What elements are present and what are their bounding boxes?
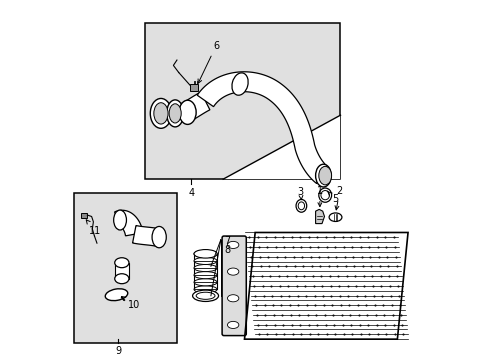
Ellipse shape (295, 199, 306, 212)
Ellipse shape (194, 257, 217, 265)
Bar (190, 84, 198, 91)
Text: 4: 4 (188, 188, 194, 198)
Ellipse shape (150, 98, 171, 128)
Bar (115, 263, 129, 279)
Text: 6: 6 (198, 41, 219, 83)
Polygon shape (132, 226, 161, 247)
Ellipse shape (227, 295, 238, 302)
Bar (194, 254, 217, 289)
Ellipse shape (227, 241, 238, 248)
Ellipse shape (315, 164, 330, 187)
Ellipse shape (105, 289, 127, 301)
Bar (74, 193, 177, 343)
Text: 2: 2 (334, 186, 342, 210)
Polygon shape (197, 72, 328, 184)
Ellipse shape (115, 274, 129, 284)
Ellipse shape (166, 100, 183, 127)
Ellipse shape (194, 250, 217, 257)
Ellipse shape (194, 286, 217, 293)
Polygon shape (179, 92, 209, 122)
Ellipse shape (179, 100, 196, 125)
Ellipse shape (192, 290, 218, 301)
Ellipse shape (194, 249, 217, 258)
Bar (81, 212, 87, 217)
Text: 8: 8 (224, 245, 230, 255)
Ellipse shape (154, 103, 168, 124)
Text: 7: 7 (224, 237, 230, 246)
Ellipse shape (227, 268, 238, 275)
FancyBboxPatch shape (222, 236, 246, 336)
Ellipse shape (113, 210, 126, 230)
Ellipse shape (318, 166, 331, 185)
Ellipse shape (194, 279, 217, 286)
Text: 9: 9 (115, 346, 121, 356)
Text: 5: 5 (326, 191, 338, 204)
Text: 3: 3 (297, 186, 303, 200)
Ellipse shape (194, 265, 217, 271)
Text: 11: 11 (86, 220, 101, 236)
Text: 10: 10 (121, 297, 140, 310)
Polygon shape (315, 210, 324, 224)
Ellipse shape (231, 73, 247, 95)
Ellipse shape (115, 258, 129, 268)
Ellipse shape (227, 321, 238, 328)
Ellipse shape (152, 226, 166, 248)
Ellipse shape (328, 213, 341, 221)
Ellipse shape (169, 104, 181, 123)
Ellipse shape (318, 188, 331, 202)
Polygon shape (114, 210, 142, 236)
Text: 1: 1 (316, 186, 322, 207)
Polygon shape (223, 115, 340, 179)
Ellipse shape (194, 271, 217, 279)
Bar (144, 23, 340, 179)
